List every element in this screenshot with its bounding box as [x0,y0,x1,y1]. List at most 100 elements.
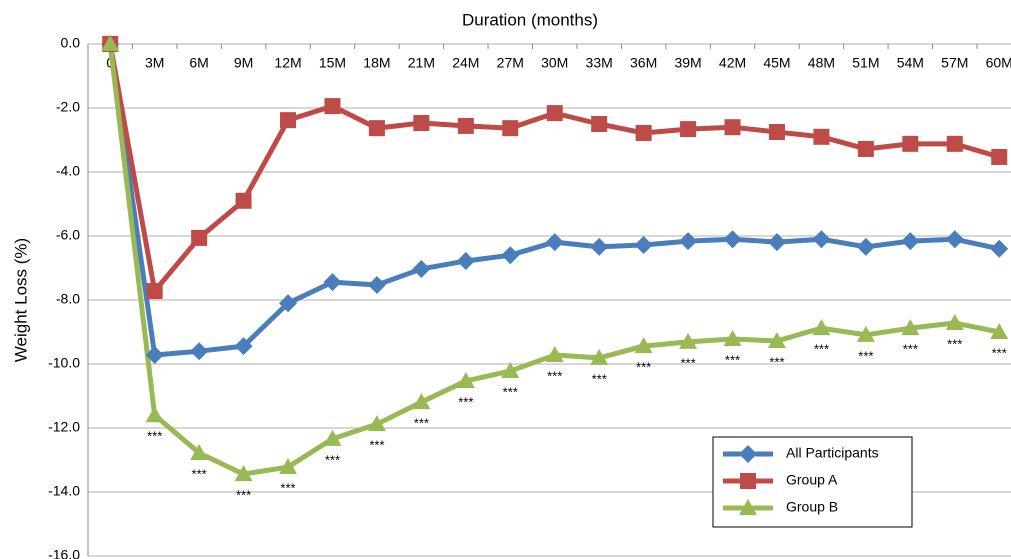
y-tick-label: -2.0 [56,99,80,115]
x-tick-label: 6M [189,55,208,71]
significance-label: *** [414,416,429,431]
point [235,192,252,209]
legend: All Participants Group A Group B [712,436,913,528]
point [368,120,385,137]
significance-label: *** [547,368,562,383]
significance-label: *** [592,371,607,386]
chart-title: Duration (months) [462,10,598,29]
significance-label: *** [947,336,962,351]
significance-label: *** [769,354,784,369]
y-tick-label: 0.0 [61,35,81,51]
point [101,35,120,51]
point [679,332,698,349]
point [145,346,164,365]
point [457,117,474,134]
significance-label: *** [325,452,340,467]
y-tick-label: -16.0 [48,547,80,559]
point [635,124,652,141]
x-tick-label: 45M [763,55,790,71]
significance-label: *** [458,394,473,409]
significance-label: *** [814,342,829,357]
point [412,393,431,410]
point [146,283,163,300]
point [990,239,1009,258]
significance-label: *** [147,429,162,444]
point [856,325,875,342]
x-tick-label: 57M [941,55,968,71]
point [856,237,875,256]
point [323,429,342,446]
point [502,120,519,137]
significance-label: *** [369,438,384,453]
point [190,342,209,361]
point [679,232,698,251]
point [590,348,609,365]
point [739,445,757,463]
point [945,230,964,249]
x-tick-label: 42M [719,55,746,71]
significance-label: *** [903,342,918,357]
point [812,230,831,249]
point [323,273,342,292]
significance-label: *** [503,384,518,399]
y-axis-label: Weight Loss (%) [11,238,30,362]
x-tick-label: 18M [363,55,390,71]
x-tick-label: 54M [897,55,924,71]
point [680,121,697,138]
x-tick-label: 36M [630,55,657,71]
point [501,362,520,379]
significance-label: *** [858,348,873,363]
point [279,294,298,313]
x-tick-label: 9M [234,55,253,71]
point [902,135,919,152]
y-tick-label: -4.0 [56,163,80,179]
point [367,275,386,294]
point [739,499,757,515]
significance-label: *** [636,360,651,375]
point [723,230,742,249]
significance-label: *** [236,488,251,503]
point [813,128,830,145]
point [280,112,297,129]
significance-label: *** [992,345,1007,360]
x-tick-label: 33M [586,55,613,71]
point [234,465,253,482]
point [413,115,430,132]
legend-label: Group B [786,499,838,515]
point [501,246,520,265]
x-tick-label: 51M [852,55,879,71]
point [545,233,564,252]
point [456,251,475,270]
point [634,337,653,354]
point [991,148,1008,165]
point [634,235,653,254]
point [234,337,253,356]
point [145,406,164,423]
y-tick-label: -6.0 [56,227,80,243]
point [279,458,298,475]
point [990,323,1009,339]
point [857,140,874,157]
point [591,116,608,132]
x-tick-label: 39M [674,55,701,71]
x-tick-label: 30M [541,55,568,71]
point [724,119,741,136]
point [324,98,341,115]
point [767,233,786,252]
point [812,319,831,336]
y-tick-label: -14.0 [48,483,80,499]
point [740,473,756,489]
point [412,259,431,278]
point [946,135,963,152]
y-tick-label: -8.0 [56,291,80,307]
significance-label: *** [680,355,695,370]
point [945,314,964,331]
x-tick-label: 3M [145,55,164,71]
x-tick-label: 60M [986,55,1011,71]
point [768,124,785,140]
point [456,371,475,388]
significance-label: *** [725,352,740,367]
point [901,232,920,251]
x-tick-label: 24M [452,55,479,71]
